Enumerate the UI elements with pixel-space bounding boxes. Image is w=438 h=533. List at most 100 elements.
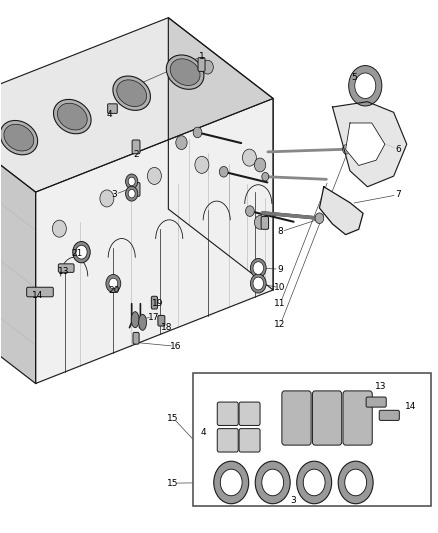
Ellipse shape	[4, 124, 34, 151]
Circle shape	[297, 461, 332, 504]
Circle shape	[349, 66, 382, 106]
Polygon shape	[35, 99, 273, 383]
Text: 7: 7	[395, 190, 401, 199]
FancyBboxPatch shape	[261, 216, 268, 229]
Text: 14: 14	[32, 291, 43, 300]
Circle shape	[315, 213, 324, 223]
Circle shape	[53, 220, 67, 237]
Text: 14: 14	[406, 401, 417, 410]
Ellipse shape	[131, 312, 139, 328]
Text: 13: 13	[58, 268, 70, 276]
Text: 5: 5	[351, 73, 357, 82]
Text: 12: 12	[275, 320, 286, 329]
FancyBboxPatch shape	[108, 104, 117, 114]
FancyBboxPatch shape	[158, 316, 165, 326]
Text: 3: 3	[290, 496, 296, 505]
Circle shape	[242, 149, 256, 166]
Circle shape	[220, 469, 242, 496]
Ellipse shape	[170, 59, 200, 85]
Circle shape	[343, 144, 350, 154]
Circle shape	[106, 274, 121, 293]
Circle shape	[262, 172, 269, 181]
Circle shape	[148, 167, 161, 184]
Circle shape	[255, 461, 290, 504]
Circle shape	[73, 241, 90, 263]
Circle shape	[253, 262, 264, 274]
FancyBboxPatch shape	[217, 429, 238, 452]
Ellipse shape	[53, 100, 91, 134]
Circle shape	[128, 177, 135, 185]
FancyBboxPatch shape	[132, 140, 140, 154]
Circle shape	[193, 127, 202, 138]
Circle shape	[262, 469, 284, 496]
Circle shape	[100, 190, 114, 207]
Text: 15: 15	[167, 479, 179, 488]
Polygon shape	[346, 123, 385, 165]
Ellipse shape	[139, 314, 147, 330]
FancyBboxPatch shape	[133, 333, 139, 344]
Circle shape	[254, 158, 266, 172]
Circle shape	[202, 60, 213, 74]
Circle shape	[126, 186, 138, 201]
Circle shape	[219, 166, 228, 177]
Text: 20: 20	[109, 286, 120, 295]
FancyBboxPatch shape	[366, 397, 386, 407]
Polygon shape	[319, 187, 363, 235]
FancyBboxPatch shape	[217, 402, 238, 425]
FancyBboxPatch shape	[239, 429, 260, 452]
Circle shape	[338, 461, 373, 504]
Circle shape	[246, 206, 254, 216]
FancyBboxPatch shape	[282, 391, 311, 445]
FancyBboxPatch shape	[132, 182, 140, 196]
Text: 17: 17	[148, 312, 159, 321]
Bar	[193, 373, 431, 506]
Ellipse shape	[117, 80, 147, 107]
Polygon shape	[0, 18, 273, 192]
Circle shape	[128, 189, 135, 198]
Text: 13: 13	[375, 382, 386, 391]
Text: 11: 11	[274, 299, 286, 308]
Ellipse shape	[57, 103, 87, 130]
Circle shape	[345, 469, 367, 496]
Circle shape	[251, 259, 266, 278]
FancyBboxPatch shape	[343, 391, 372, 445]
Circle shape	[126, 174, 138, 189]
Text: 6: 6	[395, 145, 401, 154]
Circle shape	[251, 274, 266, 293]
Text: 1: 1	[199, 52, 205, 61]
FancyBboxPatch shape	[58, 264, 74, 272]
Circle shape	[76, 245, 87, 259]
Circle shape	[254, 215, 266, 229]
Polygon shape	[168, 18, 273, 290]
Text: 19: 19	[152, 299, 164, 308]
FancyBboxPatch shape	[312, 391, 342, 445]
Ellipse shape	[166, 55, 204, 90]
Text: 4: 4	[201, 428, 207, 437]
Circle shape	[355, 73, 376, 99]
Ellipse shape	[0, 120, 38, 155]
Polygon shape	[0, 209, 273, 383]
Circle shape	[109, 278, 118, 289]
Text: 10: 10	[274, 283, 286, 292]
Circle shape	[176, 136, 187, 150]
Text: 16: 16	[170, 342, 181, 351]
Text: 9: 9	[277, 265, 283, 273]
Text: 15: 15	[167, 414, 179, 423]
Circle shape	[303, 469, 325, 496]
Text: 4: 4	[107, 110, 113, 119]
FancyBboxPatch shape	[151, 296, 157, 309]
Circle shape	[195, 156, 209, 173]
FancyBboxPatch shape	[27, 287, 53, 297]
Text: 2: 2	[133, 150, 139, 159]
Polygon shape	[0, 111, 35, 383]
Ellipse shape	[113, 76, 151, 110]
Circle shape	[214, 461, 249, 504]
Text: 18: 18	[161, 323, 173, 332]
FancyBboxPatch shape	[239, 402, 260, 425]
FancyBboxPatch shape	[198, 58, 205, 71]
FancyBboxPatch shape	[379, 410, 399, 421]
Text: 8: 8	[277, 228, 283, 237]
Circle shape	[253, 277, 264, 290]
Text: 21: 21	[71, 249, 83, 258]
Polygon shape	[332, 102, 407, 187]
